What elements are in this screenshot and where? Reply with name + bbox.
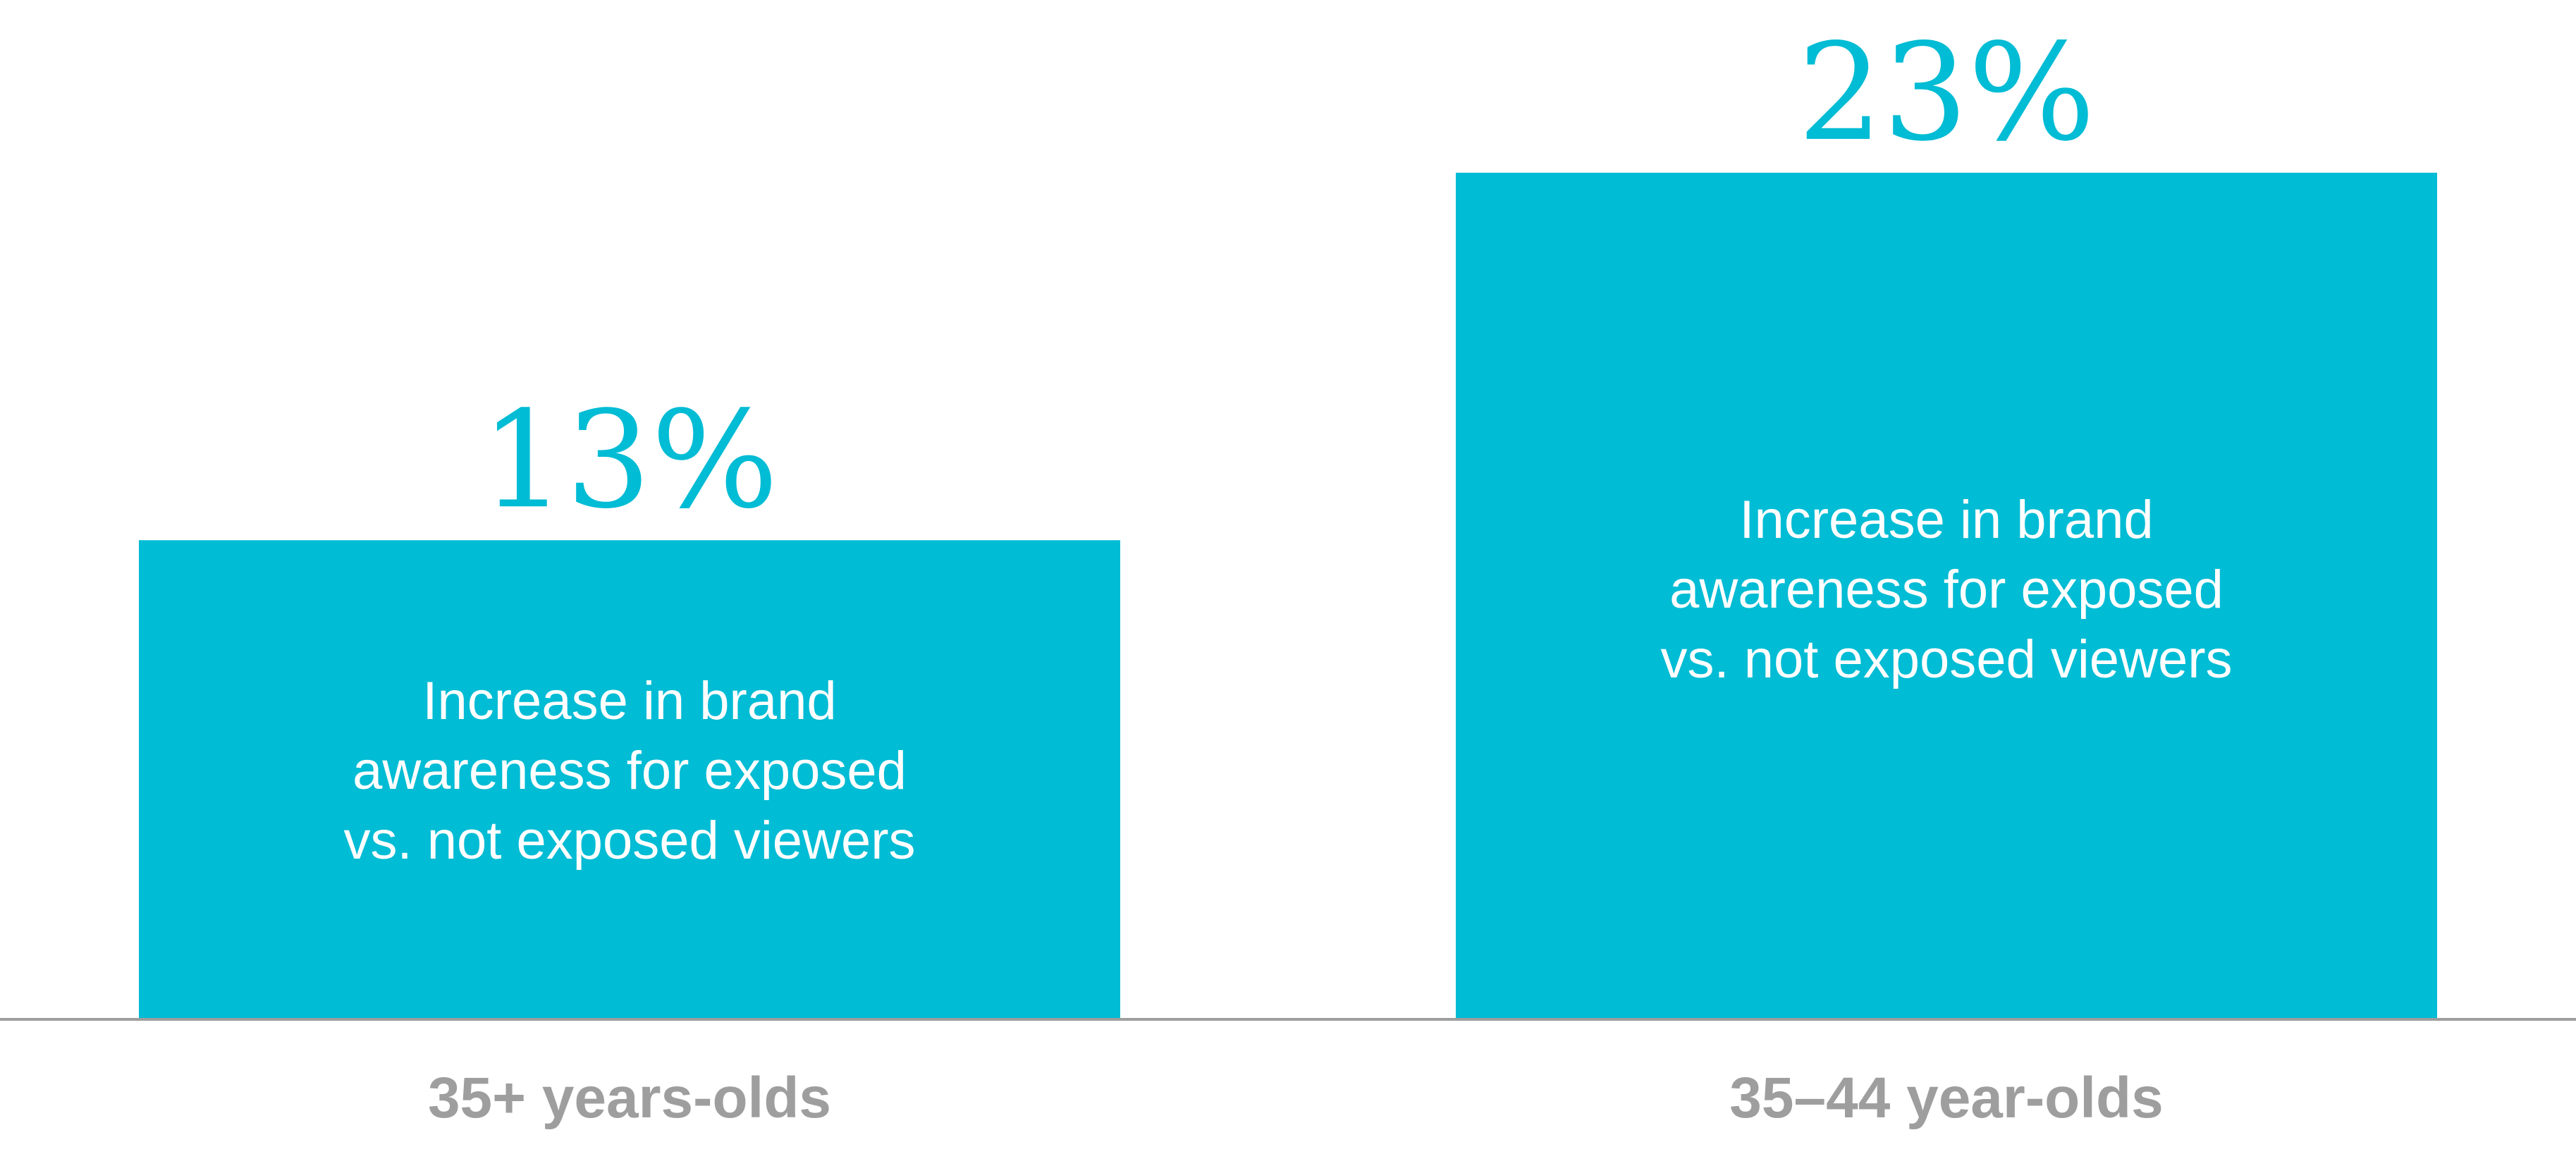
bar-1-label-line-2: awareness for exposed: [352, 741, 907, 801]
category-label-2: 35–44 year-olds: [1729, 1066, 2163, 1130]
bar-2-label-line-3: vs. not exposed viewers: [1660, 630, 2232, 689]
value-label-2: 23%: [1798, 15, 2095, 171]
bars: [139, 173, 2437, 1018]
bar-1-label-line-3: vs. not exposed viewers: [343, 811, 915, 871]
value-label-1: 13%: [481, 382, 778, 538]
category-labels: 35+ years-olds 35–44 year-olds: [428, 1066, 2164, 1130]
bar-2-label-line-1: Increase in brand: [1739, 490, 2153, 550]
category-label-1: 35+ years-olds: [428, 1066, 831, 1130]
bar-1: [139, 540, 1120, 1018]
bar-inner-labels: Increase in brand awareness for exposed vs…: [343, 490, 2232, 871]
bar-2: [1456, 173, 2437, 1018]
bar-2-label-line-2: awareness for exposed: [1669, 560, 2224, 620]
bar-1-label-line-1: Increase in brand: [422, 671, 836, 731]
value-labels: 13% 23%: [481, 15, 2095, 538]
